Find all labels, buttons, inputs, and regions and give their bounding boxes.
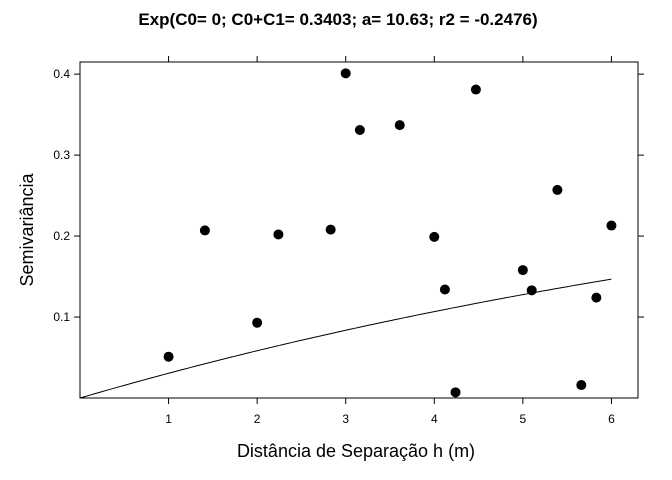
y-tick-label: 0.1	[53, 310, 70, 324]
data-point	[606, 220, 617, 231]
data-point	[517, 265, 528, 276]
x-tick-label: 2	[254, 412, 261, 426]
data-point	[163, 351, 174, 362]
x-tick-label: 1	[165, 412, 172, 426]
data-point	[429, 231, 440, 242]
x-axis: 1 2 3 4 5 6	[165, 56, 615, 426]
chart-title: Exp(C0= 0; C0+C1= 0.3403; a= 10.63; r2 =…	[138, 10, 537, 29]
data-point	[526, 285, 537, 296]
data-point	[199, 225, 210, 236]
data-points	[163, 68, 617, 398]
x-axis-label: Distância de Separação h (m)	[237, 441, 475, 461]
plot-frame	[79, 61, 639, 399]
data-point	[439, 284, 450, 295]
x-tick-label: 3	[342, 412, 349, 426]
y-tick-label: 0.4	[53, 67, 70, 81]
data-point	[394, 120, 405, 131]
data-point	[273, 229, 284, 240]
model-curve	[79, 278, 612, 399]
data-point	[450, 387, 461, 398]
x-tick-label: 6	[608, 412, 615, 426]
x-tick-label: 5	[520, 412, 527, 426]
data-point	[470, 84, 481, 95]
y-axis-label: Semivariância	[17, 172, 37, 286]
y-tick-label: 0.2	[53, 229, 70, 243]
data-point	[354, 125, 365, 136]
data-point	[591, 292, 602, 303]
x-tick-label: 4	[431, 412, 438, 426]
data-point	[252, 317, 263, 328]
y-axis: 0.1 0.2 0.3 0.4	[53, 67, 644, 324]
y-tick-label: 0.3	[53, 148, 70, 162]
data-point	[340, 68, 351, 79]
data-point	[325, 224, 336, 235]
data-point	[576, 380, 587, 391]
data-point	[552, 184, 563, 195]
